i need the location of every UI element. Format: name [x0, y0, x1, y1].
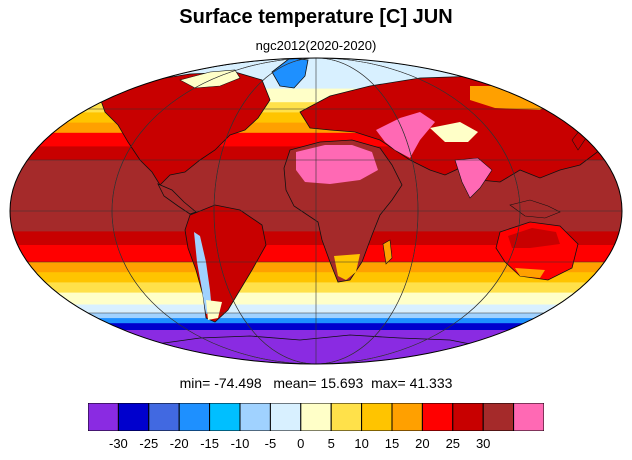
north-america-landmass	[99, 71, 271, 186]
colorbar-swatch	[361, 403, 393, 431]
longitude-line	[213, 58, 419, 364]
colorbar-tick-label: 25	[445, 436, 461, 451]
colorbar-swatch	[452, 403, 484, 431]
indian-subcontinent	[454, 157, 493, 199]
greenland	[271, 58, 309, 89]
colorbar-tick-label: -5	[264, 436, 277, 451]
colorbar-tick-label: 5	[327, 436, 335, 451]
globe-outline	[9, 57, 623, 365]
min-value: -74.498	[214, 375, 262, 391]
colorbar-tick-label: -30	[108, 436, 128, 451]
new-zealand	[589, 275, 601, 299]
central-america	[157, 183, 197, 215]
land-features	[99, 58, 611, 364]
madagascar	[382, 239, 393, 265]
colorbar-swatch	[391, 403, 423, 431]
mean-label: mean=	[273, 375, 317, 391]
colorbar-tick-label: -25	[139, 436, 159, 451]
south-africa-cool	[334, 254, 360, 280]
middle-east-hot	[376, 112, 435, 158]
colorbar-tick-label: -15	[200, 436, 219, 451]
andes-cold-strip	[194, 232, 212, 314]
colorbar-swatch	[209, 403, 241, 431]
colorbar-tick-label: -20	[169, 436, 189, 451]
graticule	[10, 58, 622, 364]
colorbar-swatch	[421, 403, 454, 431]
longitude-line	[111, 58, 521, 364]
colorbar-swatch	[482, 403, 515, 431]
colorbar-swatch	[300, 403, 332, 431]
colorbar-swatch	[269, 403, 302, 431]
australia-south-cool	[515, 268, 545, 278]
plot-title: Surface temperature [C] JUN	[179, 6, 453, 28]
max-value: 41.333	[409, 375, 453, 391]
statistics-line: min= -74.498 mean= 15.693 max= 41.333	[0, 375, 632, 391]
sahara-hot-region	[296, 145, 378, 184]
colorbar-tick-label: 30	[475, 436, 491, 451]
colorbar-swatch	[117, 403, 150, 431]
antarctica-landmass	[149, 334, 491, 364]
colorbar	[88, 403, 544, 431]
mean-value: 15.693	[320, 375, 364, 391]
southeast-asia-islands	[509, 199, 561, 219]
colorbar-tick-label: 10	[354, 436, 369, 451]
colorbar-swatch	[148, 403, 180, 431]
patagonia-cool	[206, 300, 222, 320]
min-label: min=	[179, 375, 211, 391]
colorbar-tick-label: 15	[384, 436, 400, 451]
colorbar-tick-label: -10	[230, 436, 250, 451]
plot-subtitle: ngc2012(2020-2020)	[255, 38, 377, 53]
max-label: max=	[371, 375, 406, 391]
colorbar-swatch	[330, 403, 363, 431]
colorbar-tick-label: 0	[297, 436, 305, 451]
colorbar-swatch	[513, 403, 544, 431]
australia-warm-north	[508, 228, 560, 248]
colorbar-swatch	[239, 403, 271, 431]
colorbar-tick-label: 20	[415, 436, 430, 451]
colorbar-swatch	[178, 403, 211, 431]
colorbar-swatch	[88, 403, 119, 431]
tibet-cold	[430, 122, 478, 142]
